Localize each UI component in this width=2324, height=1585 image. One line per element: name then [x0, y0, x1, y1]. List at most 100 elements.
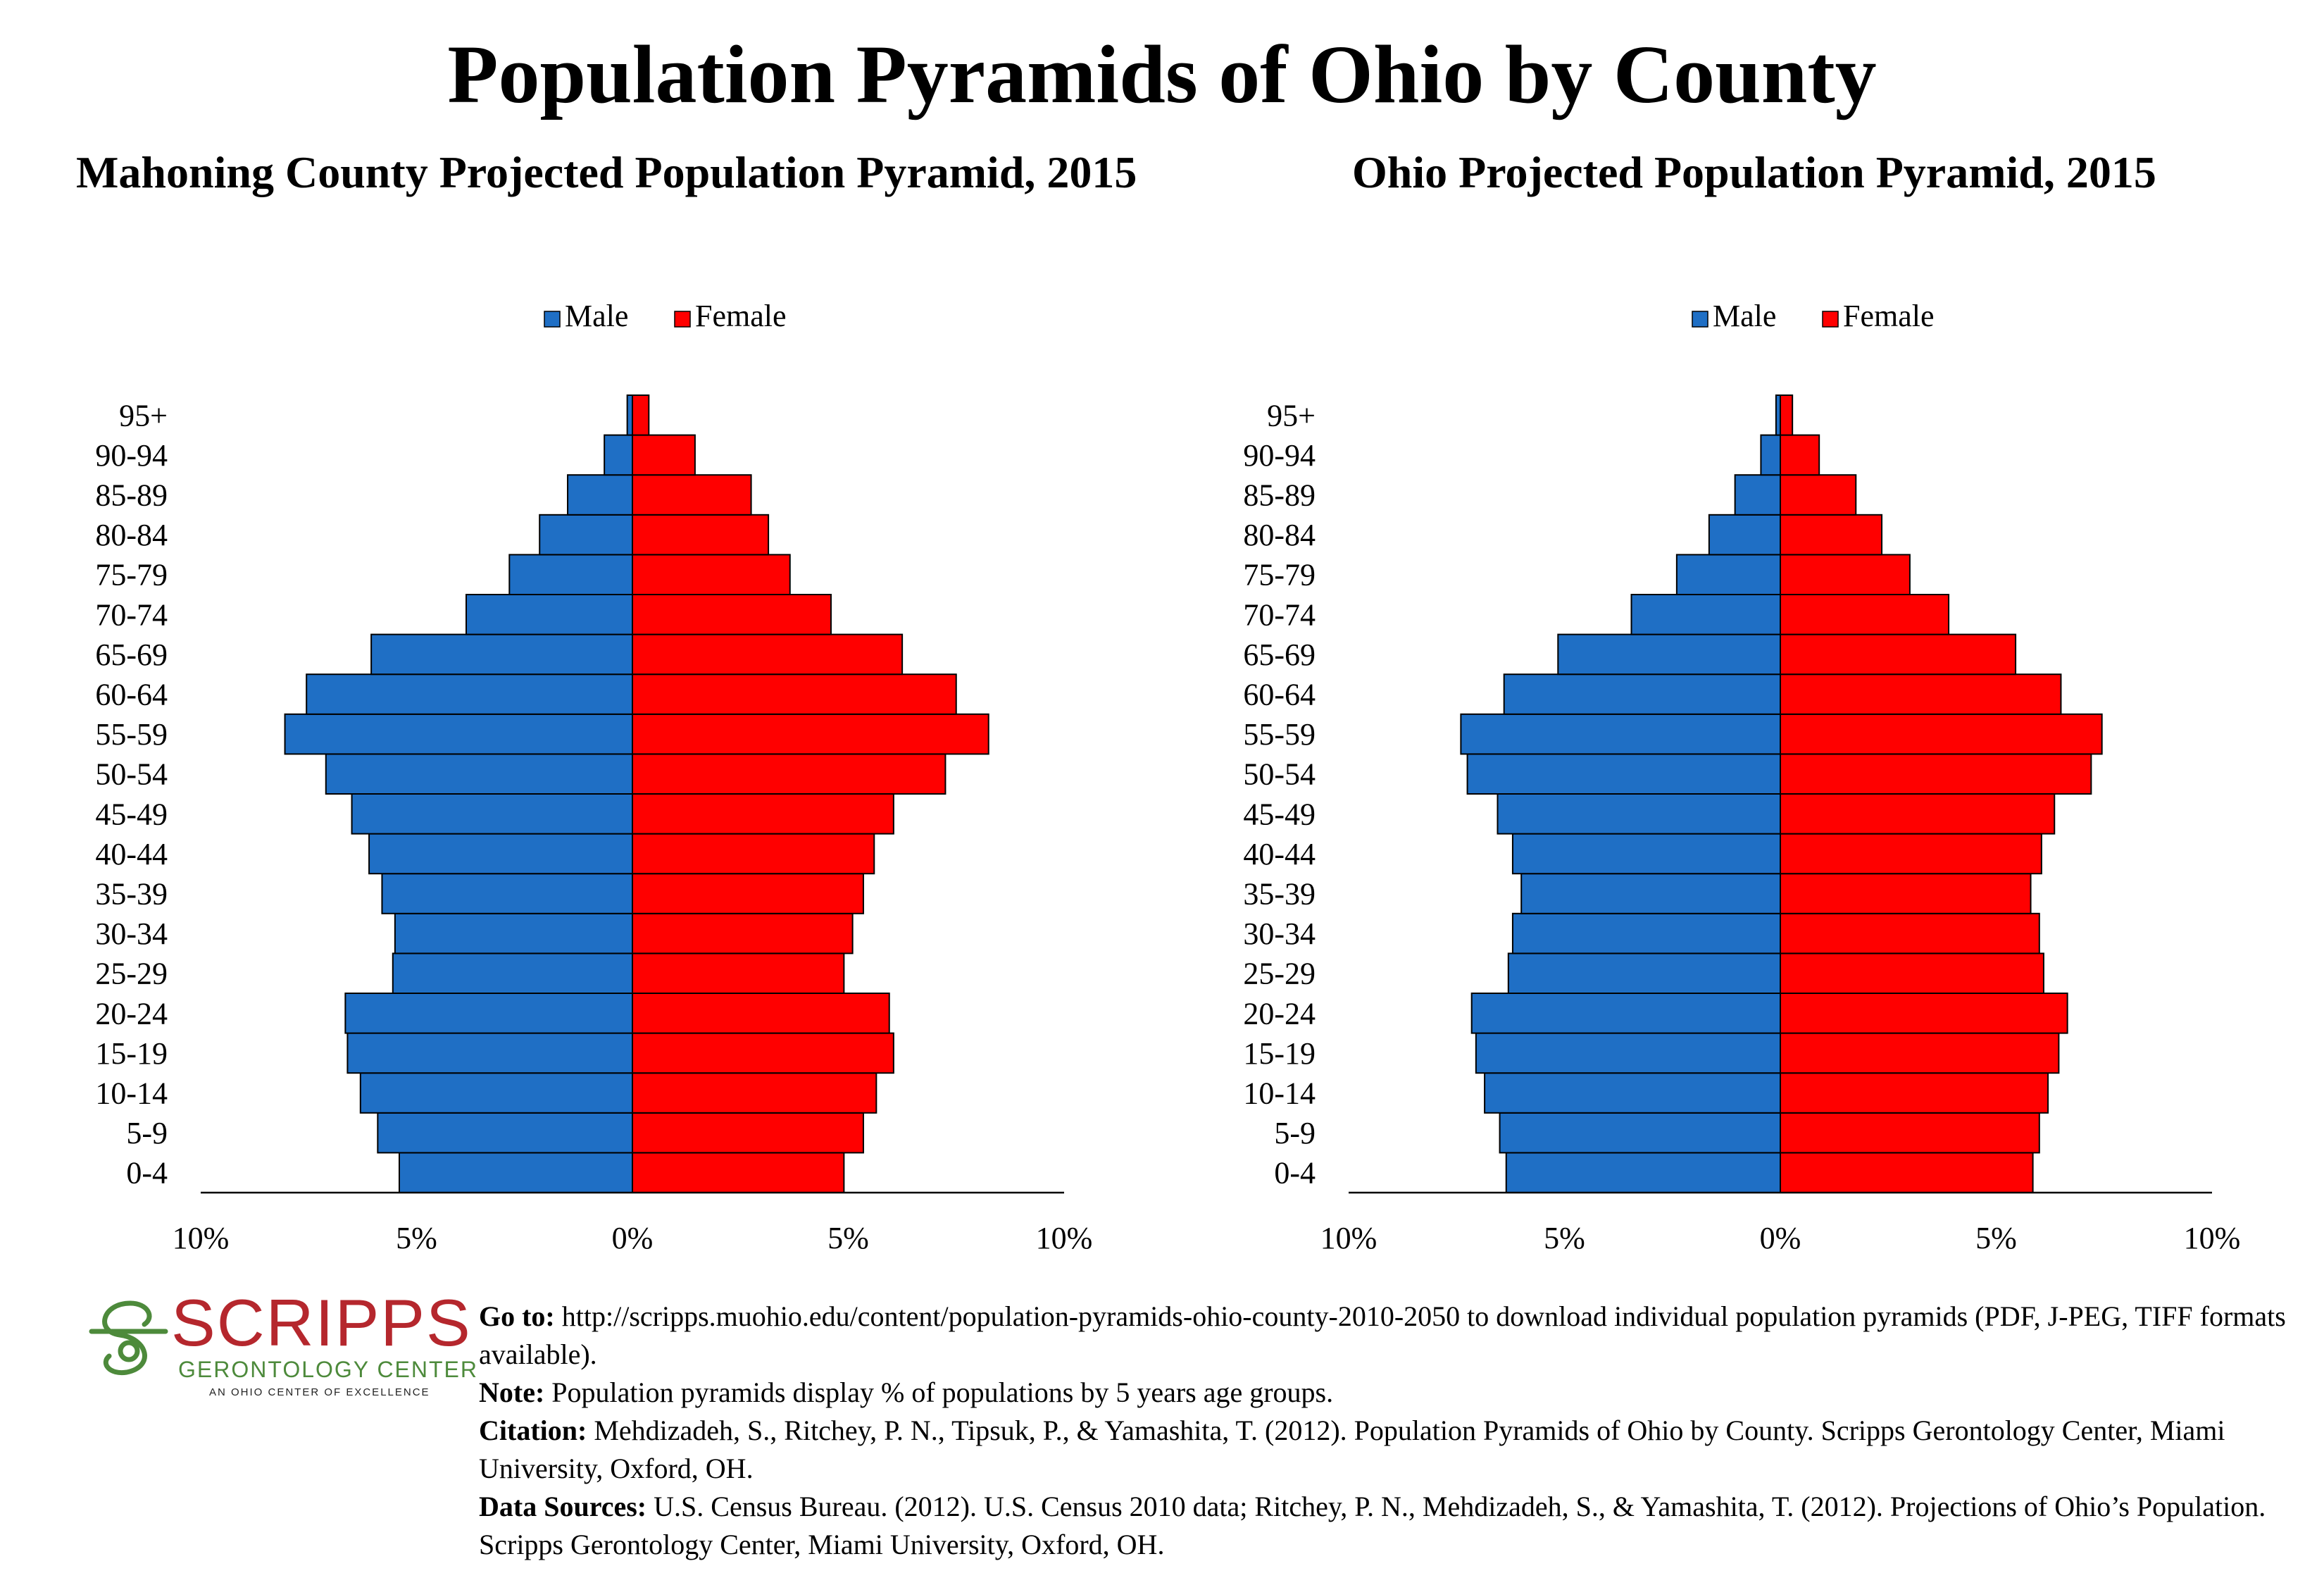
y-tick-label: 55-59	[95, 717, 168, 752]
bar-female-10-14	[632, 1072, 877, 1114]
bar-male-55-59	[284, 713, 633, 755]
bar-female-55-59	[632, 713, 989, 755]
y-tick-label: 75-79	[1243, 558, 1316, 592]
y-tick-label: 35-39	[95, 877, 168, 912]
bar-male-35-39	[381, 873, 634, 914]
legend-swatch-female	[1822, 311, 1839, 328]
chart-title-ohio: Ohio Projected Population Pyramid, 2015	[1352, 147, 2156, 197]
bar-male-55-59	[1460, 713, 1781, 755]
bar-male-85-89	[567, 474, 633, 516]
bar-female-30-34	[632, 912, 854, 955]
bar-female-80-84	[1780, 514, 1883, 556]
note-text: Population pyramids display % of populat…	[544, 1376, 1334, 1408]
footnotes: Go to: http://scripps.muohio.edu/content…	[479, 1298, 2310, 1564]
bar-female-85-89	[632, 474, 752, 516]
bar-female-10-14	[1780, 1072, 2049, 1114]
x-tick-label: 5%	[1975, 1221, 2017, 1255]
y-tick-label: 30-34	[95, 916, 168, 951]
chart-title-mahoning: Mahoning County Projected Population Pyr…	[76, 147, 1137, 197]
y-tick-label: 20-24	[95, 996, 168, 1031]
citation-text: Mehdizadeh, S., Ritchey, P. N., Tipsuk, …	[479, 1415, 2225, 1484]
bar-female-55-59	[1780, 713, 2103, 755]
bar-female-45-49	[1780, 793, 2056, 835]
bar-female-25-29	[1780, 952, 2044, 995]
bar-male-60-64	[306, 673, 633, 715]
y-tick-label: 0-4	[126, 1156, 168, 1191]
bar-female-50-54	[1780, 753, 2092, 795]
y-tick-label: 75-79	[95, 558, 168, 592]
y-tick-label: 70-74	[1243, 597, 1316, 632]
bar-female-40-44	[1780, 833, 2042, 875]
bar-female-15-19	[1780, 1032, 2060, 1074]
y-tick-label: 45-49	[1243, 797, 1316, 831]
y-tick-label: 5-9	[1274, 1116, 1316, 1150]
population-note: Note: Population pyramids display % of p…	[479, 1374, 2310, 1412]
bar-female-75-79	[1780, 554, 1911, 595]
y-tick-label: 60-64	[95, 678, 168, 712]
bar-female-70-74	[632, 594, 832, 635]
y-tick-label: 10-14	[1243, 1076, 1316, 1111]
x-tick-label: 0%	[1760, 1221, 1801, 1255]
y-tick-label: 20-24	[1243, 996, 1316, 1031]
y-tick-label: 60-64	[1243, 678, 1316, 712]
bar-female-95+	[632, 394, 650, 436]
bar-female-90-94	[632, 434, 696, 476]
bar-male-30-34	[1511, 912, 1781, 955]
legend-swatch-female	[674, 311, 691, 328]
bar-male-15-19	[1475, 1032, 1781, 1074]
citation-label: Citation:	[479, 1415, 587, 1446]
bar-male-70-74	[465, 594, 633, 635]
logo-tagline: AN OHIO CENTER OF EXCELLENCE	[209, 1386, 430, 1398]
bar-male-65-69	[370, 633, 633, 676]
sources-text: U.S. Census Bureau. (2012). U.S. Census …	[479, 1491, 2266, 1560]
bar-female-95+	[1780, 394, 1794, 436]
y-tick-label: 35-39	[1243, 877, 1316, 912]
bars	[1460, 394, 2103, 1194]
legend: Male Female	[544, 299, 787, 333]
bar-female-30-34	[1780, 912, 2040, 955]
y-tick-label: 0-4	[1274, 1156, 1316, 1191]
bar-male-65-69	[1557, 633, 1781, 676]
bar-male-50-54	[1466, 753, 1781, 795]
bar-male-10-14	[1484, 1072, 1781, 1114]
y-tick-label: 65-69	[1243, 638, 1316, 672]
bar-female-20-24	[632, 993, 890, 1034]
bar-male-75-79	[1675, 554, 1781, 595]
main-title: Population Pyramids of Ohio by County	[447, 28, 1877, 120]
y-tick-label: 95+	[119, 398, 168, 433]
x-tick-label: 5%	[827, 1221, 869, 1255]
y-tick-label: 40-44	[1243, 837, 1316, 871]
legend-label-male: Male	[1713, 299, 1776, 333]
bar-male-20-24	[1470, 993, 1781, 1034]
y-tick-label: 10-14	[95, 1076, 168, 1111]
x-tick-label: 0%	[612, 1221, 654, 1255]
y-tick-label: 25-29	[1243, 957, 1316, 991]
bar-female-35-39	[1780, 873, 2032, 914]
goto-text: http://scripps.muohio.edu/content/popula…	[479, 1300, 2286, 1370]
bar-male-40-44	[1511, 833, 1781, 875]
bar-male-40-44	[368, 833, 633, 875]
bar-female-65-69	[1780, 633, 2017, 676]
bars	[284, 394, 989, 1194]
bar-female-50-54	[632, 753, 947, 795]
citation-note: Citation: Mehdizadeh, S., Ritchey, P. N.…	[479, 1412, 2310, 1488]
pyramid-chart-mahoning: Male Female 0-4 5-9 10-14 15-19 20-24 25-29 30-3…	[95, 299, 1092, 1255]
x-tick-label: 5%	[1544, 1221, 1585, 1255]
bar-male-10-14	[359, 1072, 633, 1114]
bar-female-20-24	[1780, 993, 2068, 1034]
bar-female-35-39	[632, 873, 864, 914]
bar-female-70-74	[1780, 594, 1950, 635]
bar-male-75-79	[508, 554, 633, 595]
bar-female-25-29	[632, 952, 845, 995]
bar-female-60-64	[632, 673, 957, 715]
legend-swatch-male	[544, 311, 561, 328]
y-tick-label: 55-59	[1243, 717, 1316, 752]
bar-male-0-4	[398, 1152, 633, 1194]
x-tick-label: 10%	[173, 1221, 230, 1255]
bar-male-80-84	[539, 514, 634, 556]
bar-female-0-4	[1780, 1152, 2034, 1194]
y-tick-label: 90-94	[95, 438, 168, 473]
y-tick-label: 40-44	[95, 837, 168, 871]
bar-male-15-19	[346, 1032, 633, 1074]
bar-female-80-84	[632, 514, 770, 556]
